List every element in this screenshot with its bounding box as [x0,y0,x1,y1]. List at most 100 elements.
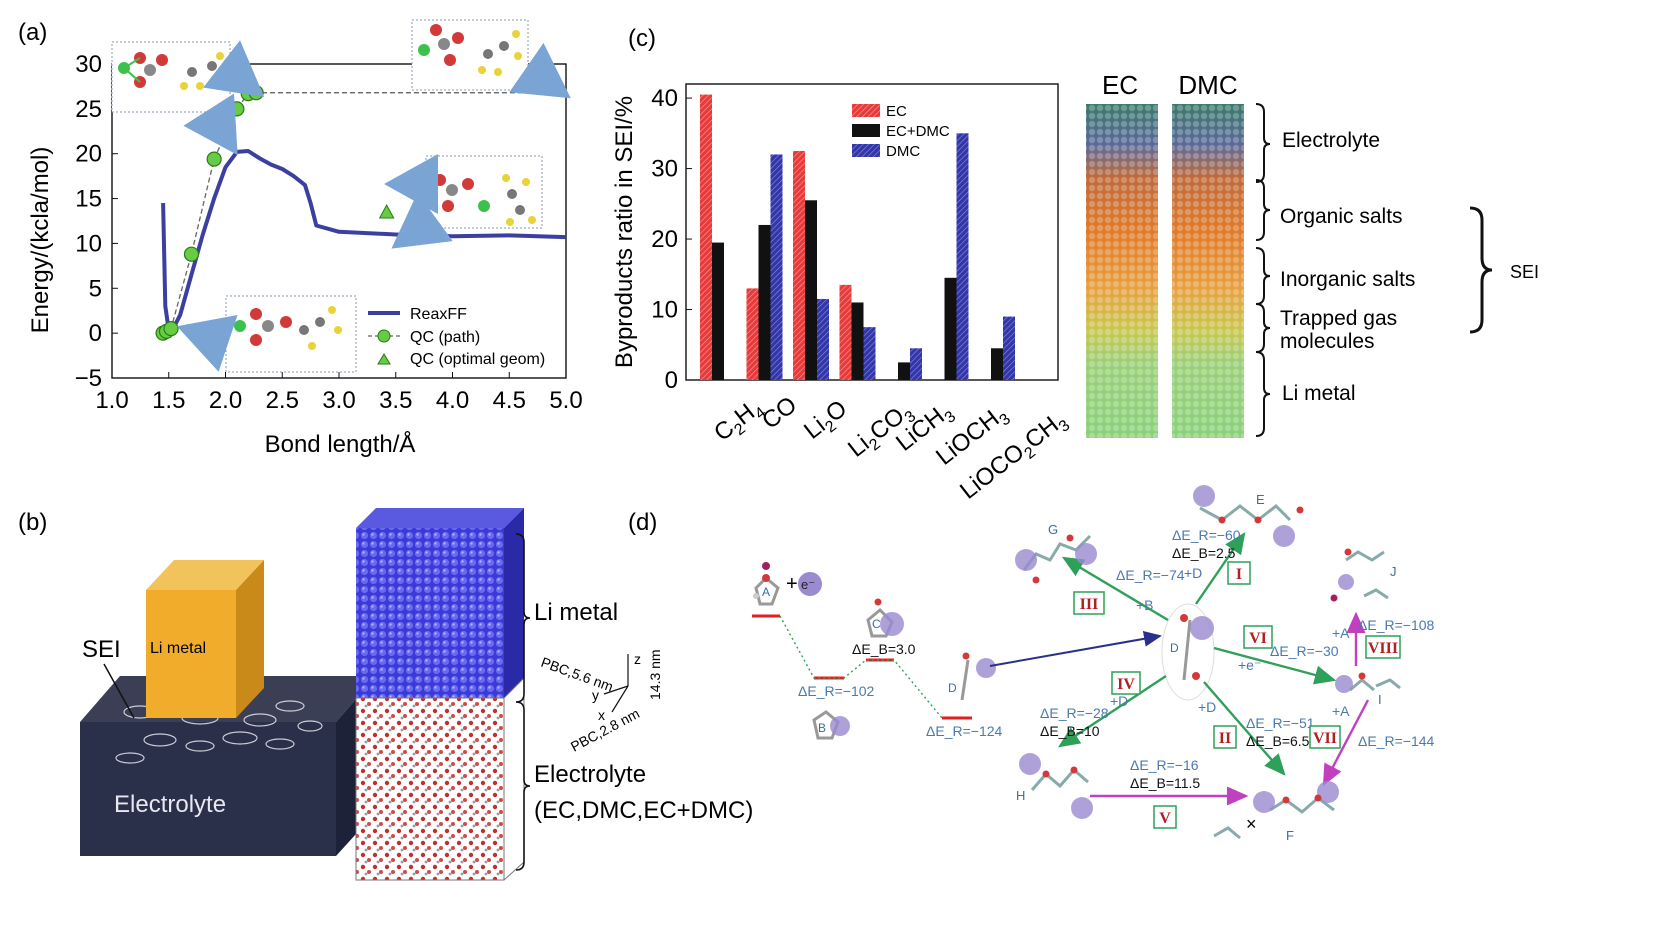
inset-molecule-a2 [411,19,529,91]
panel-label-b: (b) [18,509,47,536]
bar-ecdmc-lioch3 [944,277,957,380]
inset-molecule-a1 [111,41,231,113]
species-f-label: F [1286,828,1294,843]
bar-ec-li2co3 [839,284,852,380]
reaction-network: A + e⁻ B C D ΔE_R=−102 ΔE_B=3.0 ΔE_R=−12… [752,485,1435,843]
pbc-y-label: PBC,5.6 nm [539,654,615,695]
layer-li-metal: Li metal [1282,382,1356,405]
bar-ecdmc-lioco2ch3 [991,348,1003,380]
arrow-step-i [1195,532,1246,605]
step-vi: VI [1249,630,1267,647]
species-i-molecule: I [1335,672,1401,707]
chart-c: 0 10 20 30 40 [651,83,1059,394]
legend-qc-optimal-marker [377,353,391,365]
reagent-a-vii: +A [1332,703,1350,719]
li-block-side [236,560,264,718]
step-iii: III [1080,596,1099,613]
layer-electrolyte: Electrolyte [1282,129,1380,152]
li-metal-box-top [356,508,524,528]
chart-a-xtick-label: 2.0 [209,387,242,414]
species-d2-molecule: D [1170,614,1214,681]
step-vii: VII [1313,730,1337,747]
li-block-front [146,590,236,718]
chart-a-pointer-arrows [176,40,571,372]
snapshot-ec-title: EC [1102,70,1138,100]
sei-label: SEI [82,636,121,663]
md-box-brackets [515,533,531,871]
energy-er-124: ΔE_R=−124 [926,723,1003,739]
reagent-d-ii: +D [1198,699,1216,715]
bar-dmc-lich3 [910,348,922,380]
legend-ecdmc-swatch [852,124,880,137]
qc-path-point [248,85,264,101]
species-g-molecule: G [1015,522,1097,584]
electrolyte-right-label: Electrolyte [534,761,646,788]
legend-qc-optimal-label: QC (optimal geom) [410,351,545,368]
arrow-step-vii [1322,699,1370,787]
species-j-label: J [1390,564,1397,579]
md-simulation-box [355,508,525,881]
bar-dmc-li2o [817,298,829,380]
bar-dmc-lioco2ch3 [1003,316,1015,380]
chart-a-xtick-label: 4.0 [436,387,469,414]
energy-er-51: ΔE_R=−51 [1246,715,1315,731]
cat-c2h4: C2H4 [709,393,770,450]
plus-sign: + [786,573,798,595]
x-axis [611,685,629,713]
energy-er-28: ΔE_R=−28 [1040,705,1109,721]
chart-a-ylabel: Energy/(kcla/mol) [27,147,54,334]
electrolyte-box-edge [503,676,525,881]
qc-path-point [229,101,245,117]
chart-a-xtick-label: 1.5 [152,387,185,414]
species-b-molecule: B [812,710,850,740]
step-ii: II [1219,730,1231,747]
arrow-step-ii [1203,681,1286,776]
electron-sphere [798,572,822,596]
species-b-label: B [818,721,826,735]
species-a-label: A [762,585,770,599]
energy-er-74: ΔE_R=−74 [1116,567,1185,583]
x-axis-label: x [598,707,605,723]
height-label: 14.3 nm [647,649,663,700]
li-block-top [146,560,264,590]
chart-c-category-labels: C2H4 CO Li2O Li2CO3 LiCH3 LiOCH3 LiOCO2C… [709,391,1073,508]
pbc-axes: z y x PBC,5.6 nm 14.3 nm PBC,2.8 nm [539,649,663,754]
legend-dmc-swatch [852,144,880,157]
li-metal-box [356,528,504,698]
chart-c-ytick-label: 20 [651,226,678,253]
chart-c-ytick-label: 30 [651,156,678,183]
bar-ecdmc-co [758,224,771,380]
plus-sign-f: × [1246,814,1257,834]
species-d1-label: D [948,681,957,695]
chart-a-xlabel: Bond length/Å [265,430,416,458]
cat-co: CO [757,391,802,434]
legend-dmc-label: DMC [886,143,920,160]
inset-molecule-a4 [225,295,357,373]
energy-er-102: ΔE_R=−102 [798,683,875,699]
species-d1-molecule: D [948,652,996,701]
y-axis-label: y [592,687,599,703]
species-f-molecule: × F [1213,781,1339,843]
chart-a-ytick-label: 10 [75,230,102,257]
step-viii: VIII [1368,640,1398,657]
qc-optimal-point [378,203,395,219]
arrow-step-iv [1057,674,1167,748]
snapshot-layer-brackets [1255,103,1493,437]
snapshot-dmc-title: DMC [1178,70,1237,100]
species-d2-label: D [1170,641,1179,655]
chart-c-legend: EC EC+DMC DMC [852,103,950,160]
electrolyte-species-label: (EC,DMC,EC+DMC) [534,797,753,824]
step-v: V [1159,810,1171,827]
chart-a-ytick-label: 15 [75,186,102,213]
snapshot-dmc-column [1172,104,1244,438]
electrolyte-block-front [80,722,336,856]
reagent-d-i: +D [1184,565,1202,581]
electrolyte-box [355,697,505,881]
species-a-molecule: A [753,562,780,606]
sei-pointer-line [103,663,135,719]
chart-c-ytick-label: 40 [651,85,678,112]
bar-ecdmc-lich3 [898,362,910,380]
inset-molecule-a3 [425,155,543,229]
species-e-molecule: E [1193,485,1304,547]
bar-ec-c2h4 [700,94,712,381]
